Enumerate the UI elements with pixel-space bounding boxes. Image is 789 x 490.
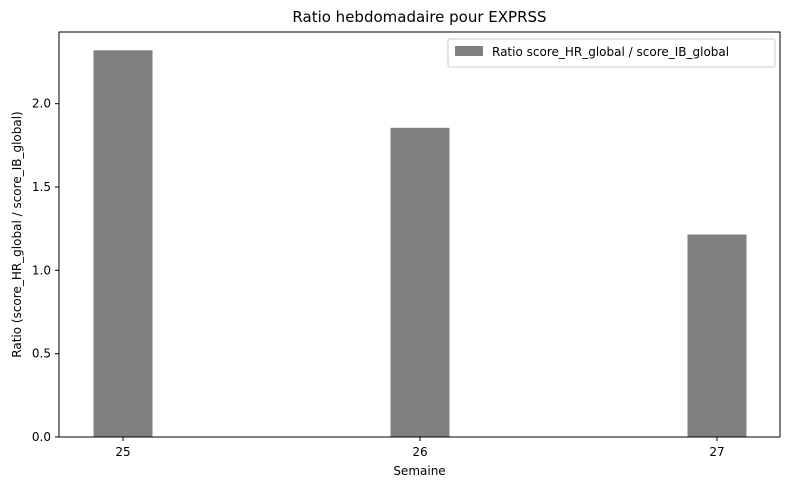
bar-week-27: [687, 234, 747, 437]
y-tick-label: 0.5: [32, 347, 51, 361]
bars-group: [93, 50, 747, 438]
bar-week-26: [390, 127, 450, 438]
y-tick-label: 1.5: [32, 180, 51, 194]
x-tick-label: 25: [115, 445, 130, 459]
y-tick-label: 1.0: [32, 263, 51, 277]
y-tick-label: 2.0: [32, 97, 51, 111]
x-tick-label: 27: [709, 445, 724, 459]
x-axis-label: Semaine: [393, 464, 445, 478]
legend-box: [447, 38, 776, 68]
bar-week-25: [93, 50, 153, 438]
y-tick-label: 0.0: [32, 430, 51, 444]
y-axis-label: Ratio (score_HR_global / score_IB_global…: [10, 111, 24, 357]
y-axis: 0.0 0.5 1.0 1.5 2.0: [32, 97, 59, 444]
x-axis: 25 26 27: [115, 437, 725, 459]
legend-swatch: [455, 46, 483, 56]
legend: Ratio score_HR_global / score_IB_global: [447, 38, 776, 68]
legend-label: Ratio score_HR_global / score_IB_global: [492, 45, 729, 59]
chart-title: Ratio hebdomadaire pour EXPRSS: [292, 8, 546, 26]
x-tick-label: 26: [412, 445, 427, 459]
